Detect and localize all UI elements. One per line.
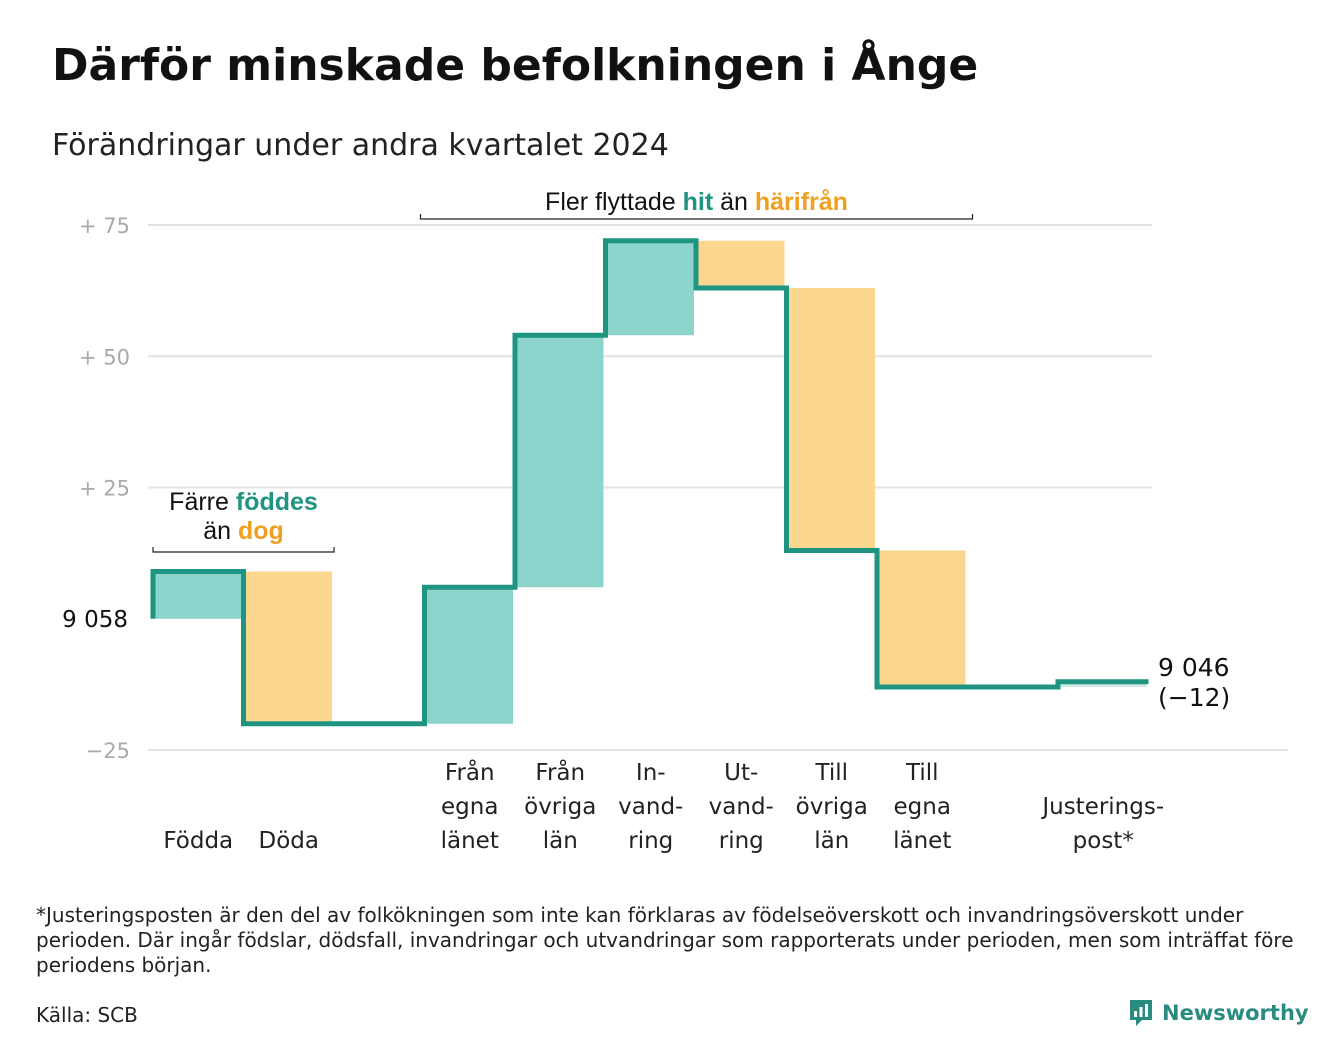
category-label: egna bbox=[894, 794, 951, 820]
category-label: övriga bbox=[796, 794, 868, 820]
brand-name: Newsworthy bbox=[1162, 1001, 1309, 1025]
category-label: Justerings- bbox=[1040, 794, 1164, 820]
category-label: In- bbox=[636, 760, 666, 786]
bar-Från egna länet bbox=[426, 587, 513, 724]
y-tick-label: + 75 bbox=[79, 214, 130, 238]
category-label: Till bbox=[814, 760, 848, 786]
category-label: Från bbox=[535, 758, 585, 786]
bar-Till övriga län bbox=[788, 288, 875, 551]
migration-annotation: Fler flyttade hit än härifrån bbox=[545, 188, 848, 216]
category-label: Döda bbox=[259, 828, 319, 854]
bar-Döda bbox=[245, 571, 332, 724]
births-annotation-line2: än dog bbox=[203, 517, 284, 545]
category-label: ring bbox=[628, 828, 673, 854]
category-label: egna bbox=[441, 794, 498, 820]
category-label: Från bbox=[445, 758, 495, 786]
category-label: län bbox=[543, 828, 578, 854]
start-value-label: 9 058 bbox=[62, 607, 128, 633]
source-label: Källa: SCB bbox=[36, 1003, 138, 1027]
y-tick-label: −25 bbox=[86, 739, 130, 763]
births-bracket bbox=[152, 547, 335, 553]
chart-subtitle: Förändringar under andra kvartalet 2024 bbox=[52, 128, 669, 163]
migration-bracket bbox=[419, 214, 974, 220]
bar-Till egna länet bbox=[879, 550, 966, 687]
brand: Newsworthy bbox=[1128, 998, 1309, 1028]
category-label: ring bbox=[719, 828, 764, 854]
newsworthy-logo-icon bbox=[1130, 1000, 1152, 1026]
category-label: post* bbox=[1073, 828, 1134, 854]
category-label: länet bbox=[893, 828, 951, 854]
waterfall-chart: + 75 + 50 + 25 −25 9 058 Födda Döda Från egna län… bbox=[62, 188, 1288, 854]
bar-Från övriga län bbox=[517, 335, 604, 588]
category-label: vand- bbox=[709, 794, 774, 820]
cumulative-step-line bbox=[150, 238, 1149, 727]
category-label: Till bbox=[905, 760, 939, 786]
bar-Födda bbox=[155, 571, 242, 619]
category-label: länet bbox=[441, 828, 499, 854]
y-tick-label: + 50 bbox=[79, 345, 130, 369]
category-label: län bbox=[814, 828, 849, 854]
chart-title: Därför minskade befolkningen i Ånge bbox=[52, 40, 979, 91]
births-annotation-line1: Färre föddes bbox=[169, 488, 318, 516]
bar-Justeringspost* bbox=[1060, 681, 1147, 687]
y-tick-label: + 25 bbox=[79, 477, 130, 501]
category-label: vand- bbox=[618, 794, 683, 820]
category-label: Ut- bbox=[724, 760, 758, 786]
category-label: Födda bbox=[163, 828, 233, 854]
bar-Invandring bbox=[607, 240, 694, 336]
category-label: övriga bbox=[524, 794, 596, 820]
footnote: *Justeringsposten är den del av folkökni… bbox=[36, 903, 1294, 977]
end-value-label: 9 046 bbox=[1158, 653, 1230, 682]
end-change-label: (−12) bbox=[1158, 683, 1230, 712]
bar-Utvandring bbox=[698, 240, 785, 288]
